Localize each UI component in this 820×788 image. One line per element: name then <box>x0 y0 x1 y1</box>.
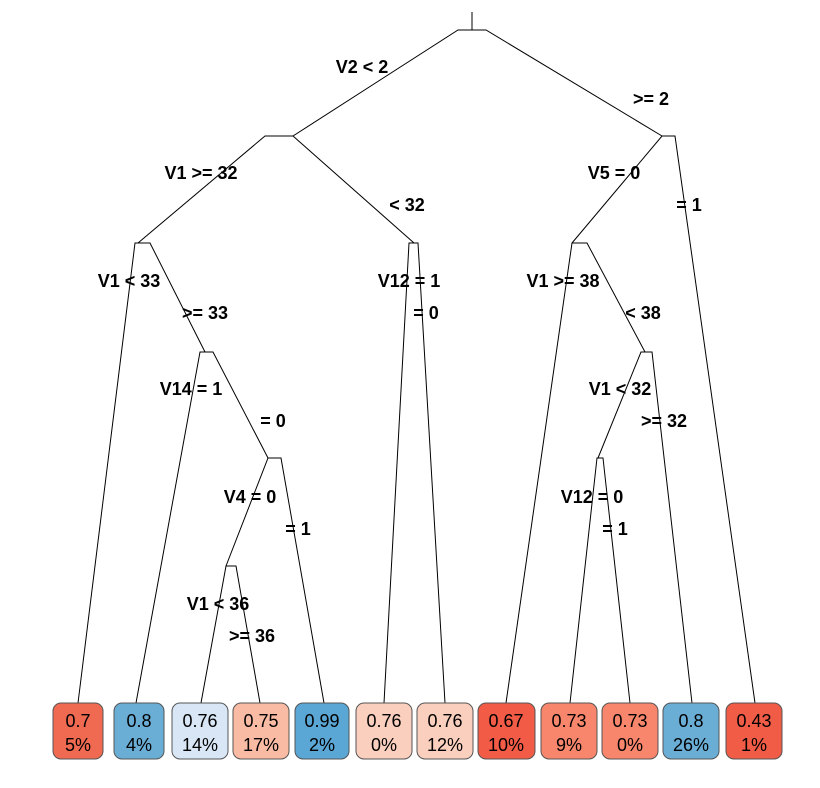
leaf-percent: 2% <box>309 735 335 755</box>
leaf-value: 0.99 <box>304 711 339 731</box>
leaf-node: 0.75 17% <box>233 703 289 759</box>
split-root <box>293 30 662 136</box>
leaf-percent: 0% <box>371 735 397 755</box>
leaf-node: 0.76 12% <box>417 703 473 759</box>
leaf-percent: 14% <box>182 735 218 755</box>
split-label-n9-left: V14 = 1 <box>160 379 223 399</box>
leaf-percent: 10% <box>488 735 524 755</box>
split-label-n13-left: V1 < 32 <box>589 379 652 399</box>
split-label-root-right: >= 2 <box>633 89 669 109</box>
leaf-node: 0.76 0% <box>356 703 412 759</box>
leaf-node: 0.43 1% <box>726 703 782 759</box>
leaf-percent: 5% <box>65 735 91 755</box>
split-label-root-left: V2 < 2 <box>336 57 389 77</box>
split-label-n2-left: V1 >= 32 <box>164 163 237 183</box>
split-label-n6-left: V1 >= 38 <box>526 271 599 291</box>
leaf-node: 0.76 14% <box>172 703 228 759</box>
leaf-value: 0.73 <box>551 711 586 731</box>
leaf-percent: 9% <box>556 735 582 755</box>
leaf-value: 0.73 <box>612 711 647 731</box>
split-label-n26-left: V12 = 0 <box>561 487 624 507</box>
split-label-n19-right: = 1 <box>285 519 311 539</box>
leaf-value: 0.76 <box>182 711 217 731</box>
split-label-n3-left: V5 = 0 <box>588 163 641 183</box>
leaf-node: 0.8 26% <box>663 703 719 759</box>
leaf-node: 0.73 0% <box>602 703 658 759</box>
split-label-n4-right: >= 33 <box>182 303 228 323</box>
leaf-percent: 12% <box>427 735 463 755</box>
split-label-n4-left: V1 < 33 <box>98 271 161 291</box>
leaf-node: 0.8 4% <box>114 703 164 759</box>
split-n6 <box>506 243 645 703</box>
split-label-n5-right: = 0 <box>413 303 439 323</box>
split-label-n13-right: >= 32 <box>641 411 687 431</box>
leaf-percent: 0% <box>617 735 643 755</box>
leaf-value: 0.76 <box>366 711 401 731</box>
leaf-value: 0.43 <box>736 711 771 731</box>
leaf-value: 0.7 <box>65 711 90 731</box>
split-label-n9-right: = 0 <box>260 411 286 431</box>
leaf-percent: 4% <box>126 735 152 755</box>
leaf-value: 0.8 <box>126 711 151 731</box>
split-label-n26-right: = 1 <box>602 519 628 539</box>
leaf-percent: 1% <box>741 735 767 755</box>
leaf-node: 0.67 10% <box>478 703 535 759</box>
leaf-percent: 26% <box>673 735 709 755</box>
split-n2 <box>138 136 414 243</box>
split-label-n38-right: >= 36 <box>229 626 275 646</box>
split-n9 <box>136 352 268 703</box>
leaf-node: 0.73 9% <box>541 703 597 759</box>
leaf-value: 0.75 <box>243 711 278 731</box>
split-label-n2-right: < 32 <box>389 195 425 215</box>
leaf-value: 0.67 <box>488 711 523 731</box>
leaf-value: 0.8 <box>678 711 703 731</box>
leaf-node: 0.99 2% <box>295 703 349 759</box>
leaf-value: 0.76 <box>427 711 462 731</box>
leaf-node: 0.7 5% <box>53 703 103 759</box>
leaf-percent: 17% <box>243 735 279 755</box>
split-label-n3-right: = 1 <box>676 195 702 215</box>
split-label-n6-right: < 38 <box>625 303 661 323</box>
split-label-n19-left: V4 = 0 <box>224 487 277 507</box>
split-label-n38-left: V1 < 36 <box>187 594 250 614</box>
split-label-n5-left: V12 = 1 <box>378 271 441 291</box>
